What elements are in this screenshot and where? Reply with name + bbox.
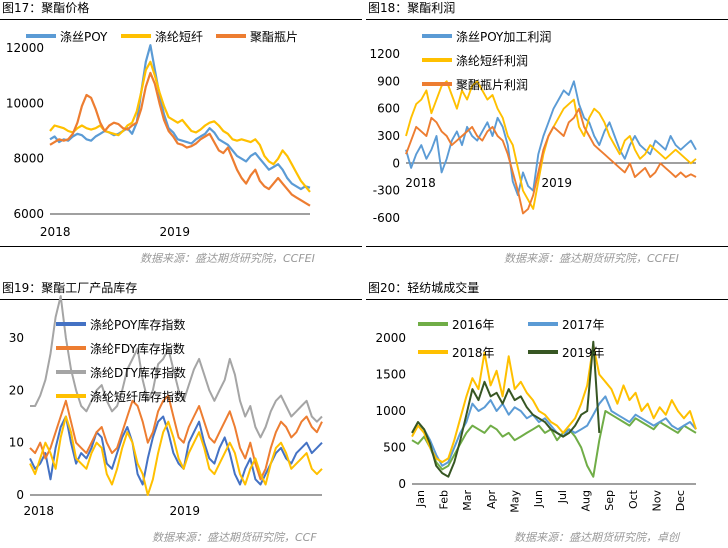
source-note: 数据来源：盛达期货研究院，CCF — [152, 531, 317, 544]
x-tick-label: 2019 — [542, 176, 573, 190]
legend-label: 2019年 — [562, 346, 605, 360]
legend-label: 聚酯瓶片 — [250, 30, 298, 44]
chart-polyester-price: 12000 10000 8000 6000 2018 2019 涤丝POY 涤纶短纤 聚酯瓶片 — [6, 30, 311, 239]
legend-label: 涤纶FDY库存指数 — [90, 341, 185, 356]
series-line — [49, 71, 311, 207]
chart-title: 图20：轻纺城成交量 — [368, 281, 480, 295]
x-tick-label: Jun — [532, 490, 545, 508]
y-tick-label: 12000 — [6, 41, 44, 55]
legend-label: 2017年 — [562, 318, 605, 332]
legend-label: 涤纶POY库存指数 — [90, 317, 185, 332]
y-tick-label: 500 — [383, 441, 406, 455]
chart-polyester-profit: 1200 900 600 300 0 -300 -600 2018 2019 涤丝POY加工利润涤… — [369, 30, 697, 225]
y-tick-label: 1500 — [375, 368, 406, 382]
series-line — [411, 410, 697, 478]
series-line — [49, 44, 311, 191]
y-tick-label: 6000 — [13, 207, 44, 221]
series-line — [411, 395, 697, 467]
x-tick-label: Apr — [485, 490, 498, 510]
y-tick-label: 300 — [377, 129, 400, 143]
x-tick-label: Feb — [438, 490, 451, 509]
chart-title: 图19：聚酯工厂产品库存 — [2, 281, 138, 295]
x-tick-label: Jul — [556, 490, 569, 504]
bottom-rule — [366, 246, 728, 247]
title-rule — [0, 19, 362, 20]
x-tick-label: Jan — [414, 490, 427, 508]
y-tick-label: -600 — [373, 211, 400, 225]
series-line — [29, 415, 323, 496]
y-tick-label: -300 — [373, 184, 400, 198]
bottom-rule — [0, 246, 362, 247]
legend-label: 聚酯瓶片利润 — [456, 78, 528, 92]
x-tick-label: Dec — [674, 490, 687, 511]
series-line — [405, 80, 697, 197]
legend-label: 涤纶DTY库存指数 — [90, 365, 186, 380]
x-tick-label: Aug — [580, 490, 593, 511]
series-line — [411, 340, 601, 478]
x-tick-label: 2018 — [40, 225, 71, 239]
series-line — [405, 107, 697, 215]
legend-label: 2018年 — [452, 346, 495, 360]
y-tick-label: 30 — [9, 331, 24, 345]
y-tick-label: 900 — [377, 74, 400, 88]
x-tick-label: Nov — [651, 490, 664, 512]
legend-label: 涤纶短纤 — [155, 30, 203, 44]
legend-label: 涤丝POY — [60, 30, 108, 44]
series-line — [30, 295, 323, 439]
y-tick-label: 1000 — [375, 404, 406, 418]
y-tick-label: 0 — [392, 156, 400, 170]
x-tick-label: 2018 — [23, 504, 54, 518]
chart-title: 图17：聚酯价格 — [2, 1, 90, 15]
y-tick-label: 10000 — [6, 96, 44, 110]
legend-label: 涤纶短纤利润 — [456, 54, 528, 68]
y-tick-label: 8000 — [13, 152, 44, 166]
x-tick-label: 2019 — [160, 225, 191, 239]
x-tick-label: 2019 — [169, 504, 200, 518]
title-rule — [0, 299, 362, 300]
x-tick-label: May — [509, 490, 522, 513]
legend-label: 涤纶短纤库存指数 — [90, 389, 186, 404]
x-tick-label: Mar — [461, 490, 474, 511]
title-rule — [366, 299, 728, 300]
legend-label: 涤丝POY加工利润 — [456, 30, 551, 44]
series-line — [411, 344, 697, 464]
title-rule — [366, 19, 728, 20]
chart-title: 图18：聚酯利润 — [368, 1, 456, 15]
y-tick-label: 20 — [9, 383, 24, 397]
y-tick-label: 0 — [16, 488, 24, 502]
y-tick-label: 600 — [377, 102, 400, 116]
source-note: 数据来源：盛达期货研究院，CCFEI — [504, 252, 679, 265]
x-tick-label: Oct — [627, 489, 640, 509]
chart-textile-city-volume: 2000 1500 1000 500 0 Jan Feb Mar Apr May Jun Jul Aug… — [375, 318, 697, 513]
source-note: 数据来源：盛达期货研究院，卓创 — [514, 531, 679, 544]
y-tick-label: 0 — [398, 477, 406, 491]
x-tick-label: Sep — [603, 490, 616, 511]
chart-factory-inventory: 30 20 10 0 2018 2019 涤纶POY库存指数涤纶FDY库存指数涤纶DTY库存… — [9, 295, 323, 518]
series-line — [49, 60, 311, 193]
source-note: 数据来源：盛达期货研究院，CCFEI — [140, 252, 315, 265]
y-tick-label: 10 — [9, 436, 24, 450]
y-tick-label: 1200 — [369, 47, 400, 61]
series-line — [29, 394, 323, 481]
x-tick-label: 2018 — [405, 176, 436, 190]
legend-label: 2016年 — [452, 318, 495, 332]
y-tick-label: 2000 — [375, 331, 406, 345]
